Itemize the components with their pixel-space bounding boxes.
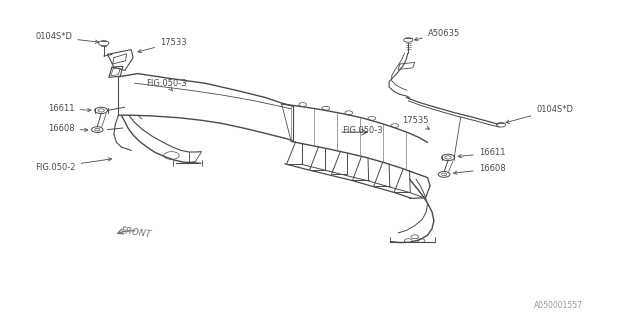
Text: A050001557: A050001557: [534, 301, 584, 310]
Text: FIG.050-3: FIG.050-3: [146, 79, 186, 91]
Text: A50635: A50635: [415, 29, 460, 41]
Text: FRONT: FRONT: [120, 226, 152, 239]
Text: 0104S*D: 0104S*D: [506, 105, 573, 123]
Text: 16611: 16611: [458, 148, 505, 158]
Text: 17533: 17533: [138, 38, 187, 52]
Text: 16608: 16608: [48, 124, 88, 133]
Text: FIG.050-2: FIG.050-2: [35, 158, 111, 172]
Text: 0104S*D: 0104S*D: [35, 32, 99, 44]
Text: 16611: 16611: [48, 104, 91, 113]
Text: 16608: 16608: [454, 164, 506, 174]
Text: FIG.050-3: FIG.050-3: [342, 126, 383, 135]
Text: 17535: 17535: [402, 116, 429, 129]
